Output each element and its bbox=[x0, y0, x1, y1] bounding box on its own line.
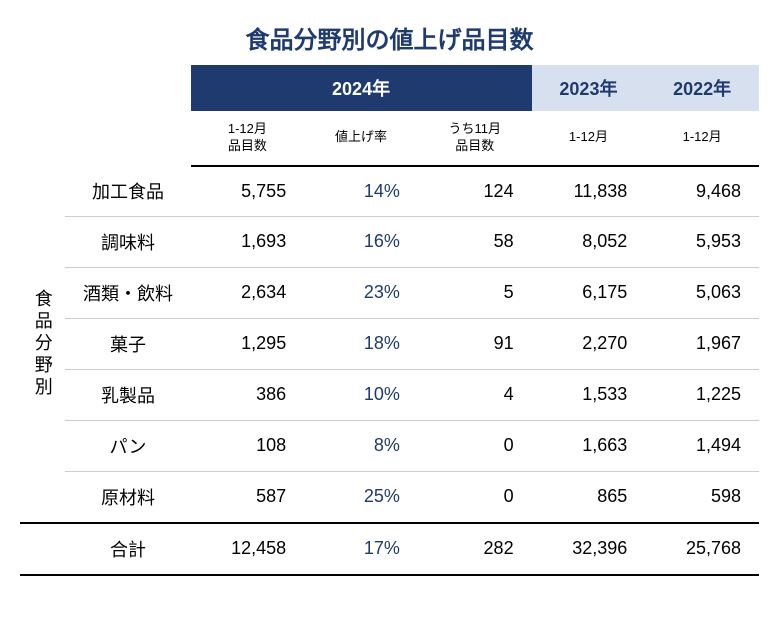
cell-2023: 2,270 bbox=[532, 318, 646, 369]
cell-2022: 1,967 bbox=[645, 318, 759, 369]
table-row: 菓子1,29518%912,2701,967 bbox=[20, 318, 759, 369]
cell-items-2024: 108 bbox=[191, 420, 305, 471]
year-2023-header: 2023年 bbox=[532, 65, 646, 111]
sub-header-row: 1-12月品目数 値上げ率 うち11月品目数 1-12月 1-12月 bbox=[20, 111, 759, 166]
total-row: 合計12,45817%28232,39625,768 bbox=[20, 523, 759, 575]
subheader-nov: うち11月品目数 bbox=[418, 111, 532, 166]
row-label: 乳製品 bbox=[65, 369, 190, 420]
cell-2023: 11,838 bbox=[532, 166, 646, 217]
cell-2022: 5,063 bbox=[645, 267, 759, 318]
subheader-rate: 値上げ率 bbox=[304, 111, 418, 166]
table-row: 乳製品38610%41,5331,225 bbox=[20, 369, 759, 420]
total-items-2024: 12,458 bbox=[191, 523, 305, 575]
cell-rate: 16% bbox=[304, 216, 418, 267]
year-header-row: 2024年 2023年 2022年 bbox=[20, 65, 759, 111]
cell-items-2024: 1,693 bbox=[191, 216, 305, 267]
subheader-items: 1-12月品目数 bbox=[191, 111, 305, 166]
cell-rate: 14% bbox=[304, 166, 418, 217]
total-nov: 282 bbox=[418, 523, 532, 575]
cell-2022: 9,468 bbox=[645, 166, 759, 217]
subheader-2023: 1-12月 bbox=[532, 111, 646, 166]
total-rate: 17% bbox=[304, 523, 418, 575]
cell-2023: 865 bbox=[532, 471, 646, 523]
cell-items-2024: 1,295 bbox=[191, 318, 305, 369]
cell-items-2024: 2,634 bbox=[191, 267, 305, 318]
year-2024-header: 2024年 bbox=[191, 65, 532, 111]
category-group-label: 食品分野別 bbox=[20, 166, 65, 523]
total-2022: 25,768 bbox=[645, 523, 759, 575]
cell-nov: 0 bbox=[418, 471, 532, 523]
cell-rate: 23% bbox=[304, 267, 418, 318]
cell-2022: 1,494 bbox=[645, 420, 759, 471]
total-2023: 32,396 bbox=[532, 523, 646, 575]
cell-nov: 4 bbox=[418, 369, 532, 420]
cell-nov: 58 bbox=[418, 216, 532, 267]
table-row: 原材料58725%0865598 bbox=[20, 471, 759, 523]
cell-nov: 5 bbox=[418, 267, 532, 318]
cell-2023: 1,663 bbox=[532, 420, 646, 471]
row-label: 調味料 bbox=[65, 216, 190, 267]
table-row: 食品分野別加工食品5,75514%12411,8389,468 bbox=[20, 166, 759, 217]
cell-2022: 1,225 bbox=[645, 369, 759, 420]
cell-2023: 1,533 bbox=[532, 369, 646, 420]
cell-items-2024: 587 bbox=[191, 471, 305, 523]
cell-nov: 91 bbox=[418, 318, 532, 369]
table-row: 酒類・飲料2,63423%56,1755,063 bbox=[20, 267, 759, 318]
cell-2023: 6,175 bbox=[532, 267, 646, 318]
cell-items-2024: 5,755 bbox=[191, 166, 305, 217]
row-label: 菓子 bbox=[65, 318, 190, 369]
cell-2023: 8,052 bbox=[532, 216, 646, 267]
year-2022-header: 2022年 bbox=[645, 65, 759, 111]
cell-nov: 124 bbox=[418, 166, 532, 217]
cell-rate: 8% bbox=[304, 420, 418, 471]
cell-rate: 25% bbox=[304, 471, 418, 523]
price-increase-table: 2024年 2023年 2022年 1-12月品目数 値上げ率 うち11月品目数… bbox=[20, 65, 759, 576]
cell-2022: 598 bbox=[645, 471, 759, 523]
cell-rate: 10% bbox=[304, 369, 418, 420]
table-row: 調味料1,69316%588,0525,953 bbox=[20, 216, 759, 267]
cell-nov: 0 bbox=[418, 420, 532, 471]
table-row: パン1088%01,6631,494 bbox=[20, 420, 759, 471]
cell-rate: 18% bbox=[304, 318, 418, 369]
page-title: 食品分野別の値上げ品目数 bbox=[20, 20, 759, 55]
row-label: パン bbox=[65, 420, 190, 471]
subheader-2022: 1-12月 bbox=[645, 111, 759, 166]
row-label: 酒類・飲料 bbox=[65, 267, 190, 318]
total-label: 合計 bbox=[65, 523, 190, 575]
cell-2022: 5,953 bbox=[645, 216, 759, 267]
cell-items-2024: 386 bbox=[191, 369, 305, 420]
row-label: 加工食品 bbox=[65, 166, 190, 217]
row-label: 原材料 bbox=[65, 471, 190, 523]
